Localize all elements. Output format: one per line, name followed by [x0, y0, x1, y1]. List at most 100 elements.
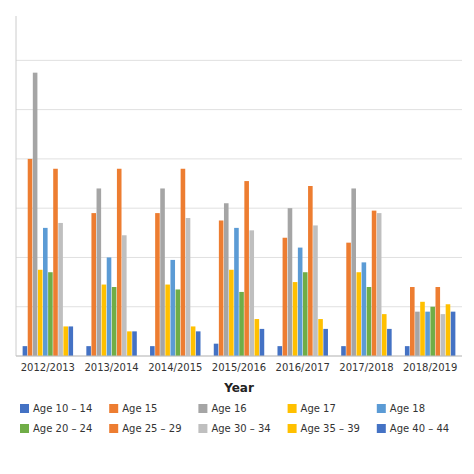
bar: [229, 270, 234, 356]
bar: [298, 248, 303, 356]
bar: [346, 243, 351, 356]
bar: [405, 346, 410, 356]
bar: [313, 225, 318, 356]
legend-swatch: [288, 404, 297, 413]
x-tick-label: 2012/2013: [21, 362, 75, 373]
bar: [122, 235, 127, 356]
bar: [341, 346, 346, 356]
legend-swatch: [288, 424, 297, 433]
chart: 2012/2013 2013/2014 2014/2015 2015/2016 2016…: [0, 0, 474, 474]
bar: [288, 208, 293, 356]
bar: [117, 169, 122, 356]
bar: [170, 260, 175, 356]
bar: [43, 228, 48, 356]
bar: [181, 169, 186, 356]
bar: [107, 257, 112, 356]
grid-line: [16, 356, 462, 357]
bar: [23, 346, 28, 356]
legend-swatch: [109, 424, 118, 433]
bar: [356, 272, 361, 356]
bar: [318, 319, 323, 356]
bar: [435, 287, 440, 356]
bar: [150, 346, 155, 356]
bar: [277, 346, 282, 356]
bar: [165, 285, 170, 356]
bar: [387, 329, 392, 356]
bar: [102, 285, 107, 356]
bar: [446, 304, 451, 356]
bar: [283, 238, 288, 356]
grid: [16, 60, 462, 356]
legend-label: Age 17: [301, 403, 336, 414]
x-tick-label: 2014/2015: [148, 362, 202, 373]
legend-label: Age 20 – 24: [33, 423, 92, 434]
legend-swatch: [109, 404, 118, 413]
bar: [160, 188, 165, 356]
bar: [382, 314, 387, 356]
bar: [239, 292, 244, 356]
bar: [97, 188, 102, 356]
bar: [308, 186, 313, 356]
bar: [219, 220, 224, 356]
bar: [38, 270, 43, 356]
legend-label: Age 16: [211, 403, 246, 414]
bar: [214, 344, 219, 356]
bar: [362, 262, 367, 356]
legend: Age 10 – 14 Age 15 Age 16 Age 17 Age 18 Age 2…: [20, 403, 449, 434]
bar: [255, 319, 260, 356]
grid-line: [16, 208, 462, 209]
x-tick-label: 2013/2014: [84, 362, 138, 373]
bar: [155, 213, 160, 356]
bar: [28, 159, 33, 356]
legend-swatch: [20, 424, 29, 433]
bar: [249, 230, 254, 356]
bar: [58, 223, 63, 356]
bar: [234, 228, 239, 356]
bar: [425, 312, 430, 356]
x-axis-line: [16, 356, 462, 357]
y-axis-line: [16, 16, 17, 356]
bar: [176, 289, 181, 356]
grid-line: [16, 60, 462, 61]
bar: [441, 314, 446, 356]
bar: [415, 312, 420, 356]
x-tick-label: 2015/2016: [212, 362, 266, 373]
legend-label: Age 15: [122, 403, 157, 414]
legend-label: Age 25 – 29: [122, 423, 181, 434]
bar: [420, 302, 425, 356]
legend-swatch: [198, 424, 207, 433]
bars: [23, 73, 456, 356]
bar: [224, 203, 229, 356]
bar: [377, 213, 382, 356]
legend-swatch: [377, 404, 386, 413]
legend-label: Age 18: [390, 403, 425, 414]
grid-line: [16, 306, 462, 307]
legend-label: Age 10 – 14: [33, 403, 92, 414]
legend-swatch: [20, 404, 29, 413]
legend-label: Age 30 – 34: [211, 423, 270, 434]
bar: [132, 331, 137, 356]
x-tick-label: 2018/2019: [403, 362, 457, 373]
bar: [86, 346, 91, 356]
bar: [293, 282, 298, 356]
bar: [63, 326, 68, 356]
x-tick-label: 2016/2017: [276, 362, 330, 373]
bar: [196, 331, 201, 356]
legend-label: Age 35 – 39: [301, 423, 360, 434]
bar: [48, 272, 53, 356]
bar: [112, 287, 117, 356]
bar: [69, 326, 74, 356]
grid-line: [16, 158, 462, 159]
legend-swatch: [198, 404, 207, 413]
bar: [367, 287, 372, 356]
bar: [430, 307, 435, 356]
bar: [53, 169, 58, 356]
bar: [451, 312, 456, 356]
grid-line: [16, 257, 462, 258]
bar: [303, 272, 308, 356]
legend-label: Age 40 – 44: [390, 423, 449, 434]
bar: [372, 211, 377, 356]
bar: [33, 73, 38, 356]
bar: [323, 329, 328, 356]
bar: [186, 218, 191, 356]
